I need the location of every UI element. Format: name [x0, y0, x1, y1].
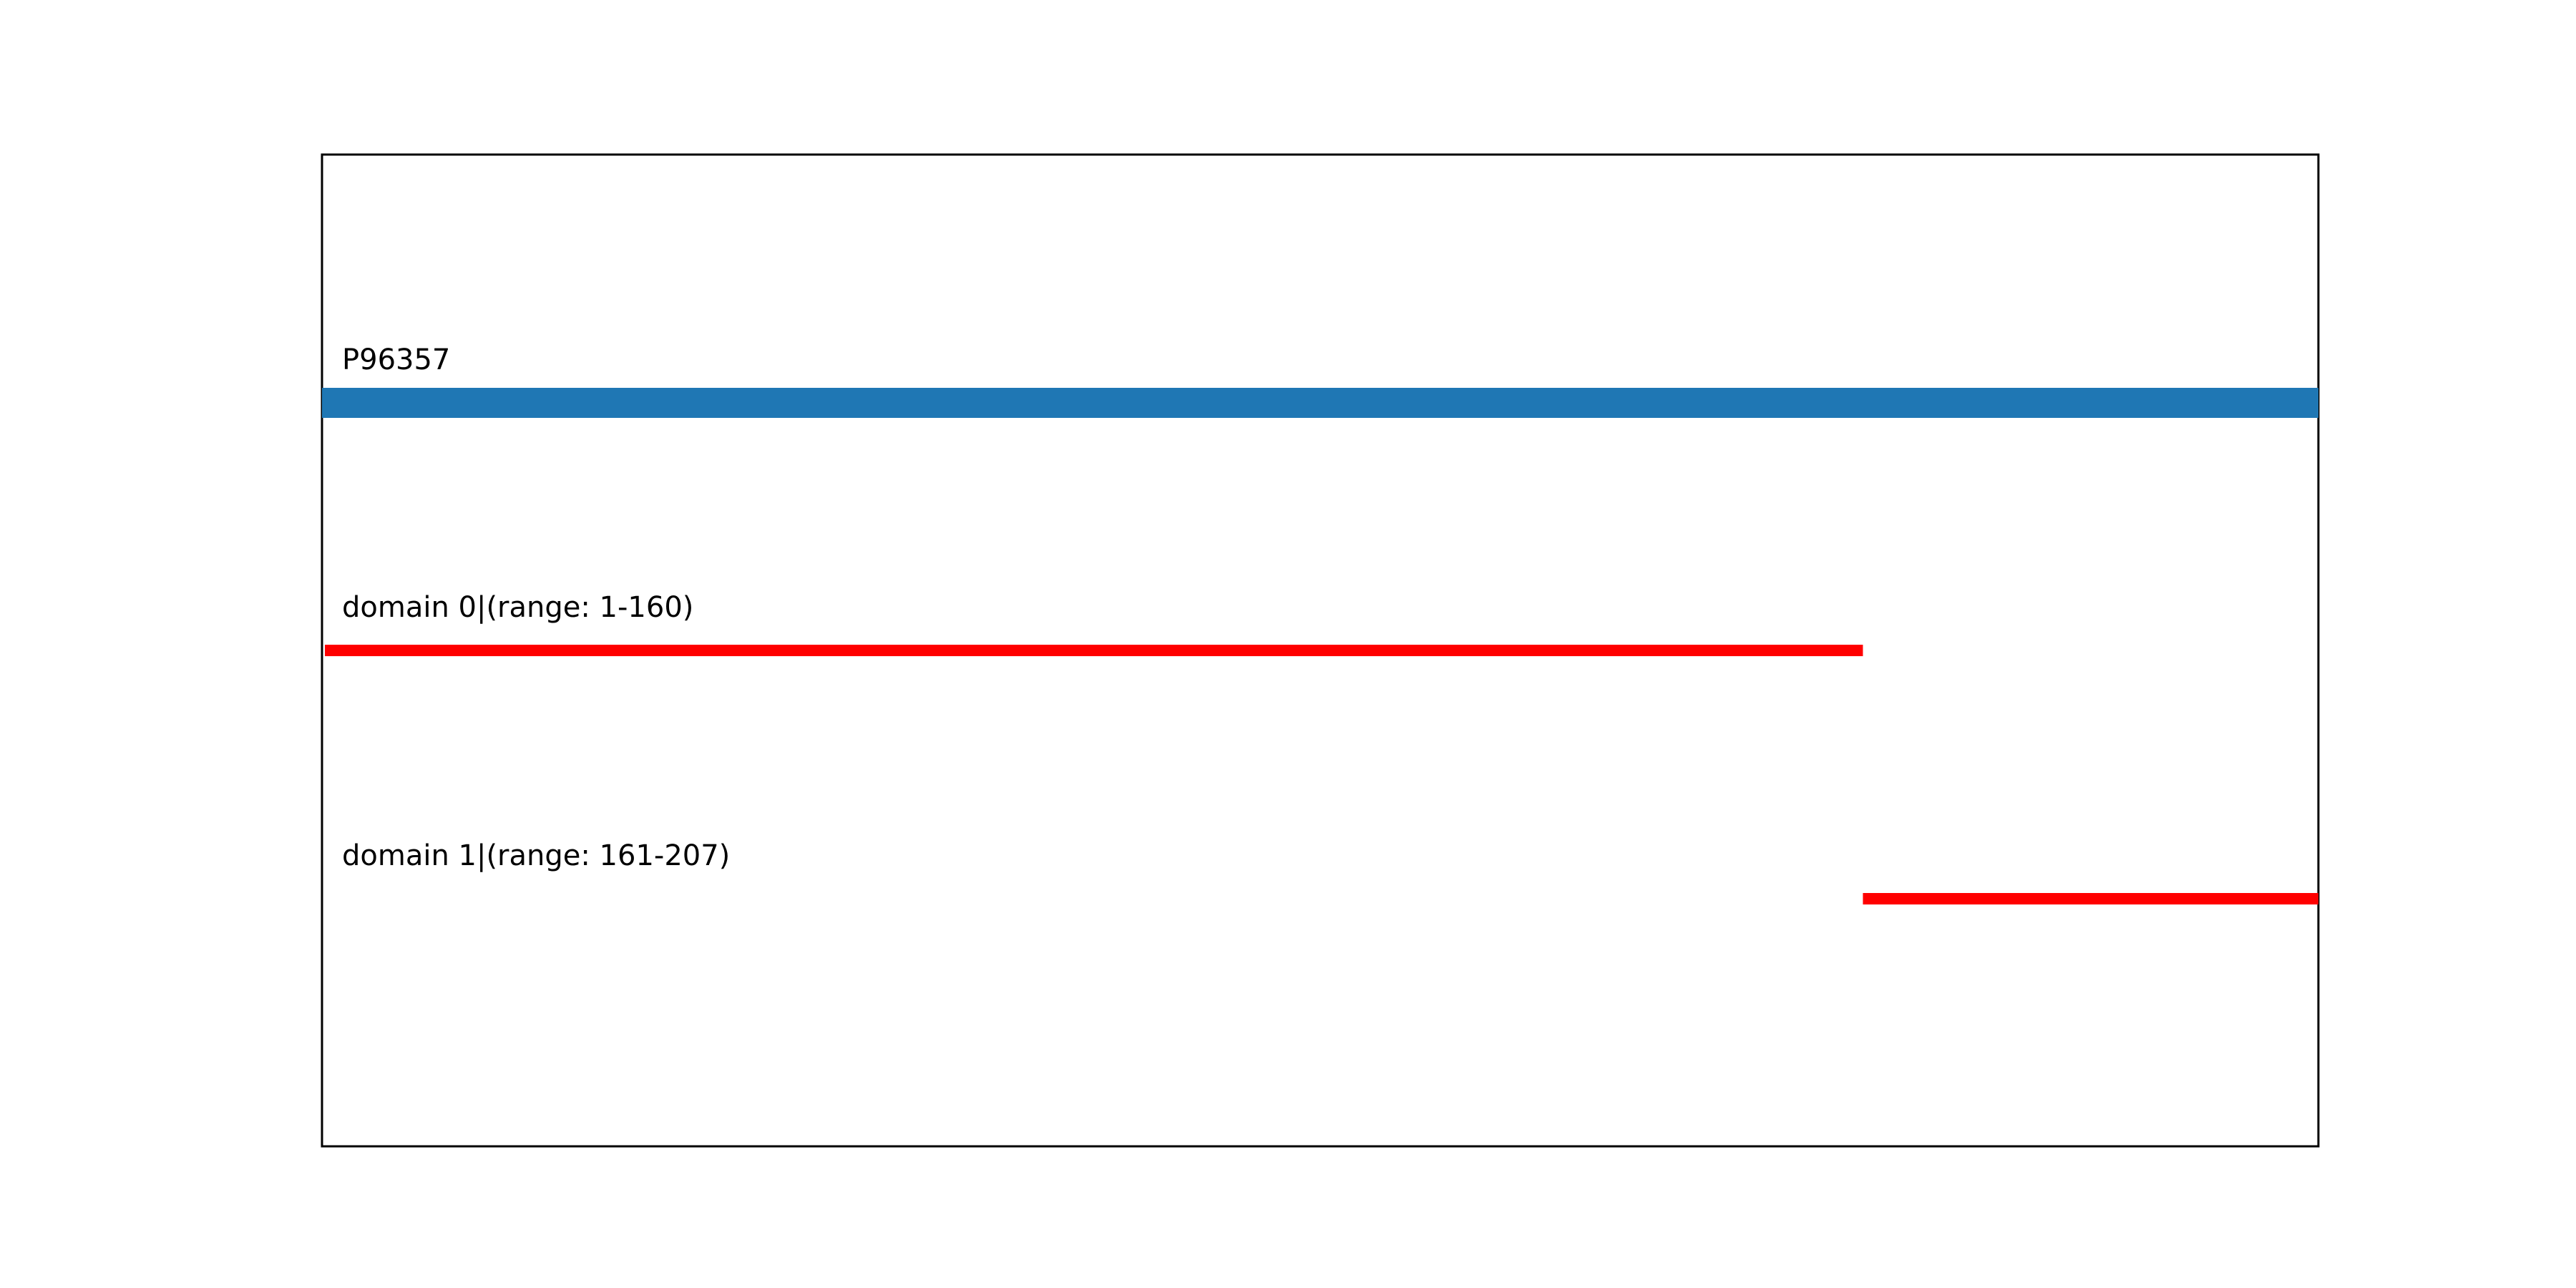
domain-label: domain 0|(range: 1-160) — [342, 591, 693, 624]
domain-bar — [1863, 893, 2318, 904]
protein-label: P96357 — [342, 343, 450, 376]
axes-frame — [321, 153, 2320, 1148]
domain-bar — [325, 645, 1863, 656]
protein-bar — [322, 388, 2318, 418]
domain-label: domain 1|(range: 161-207) — [342, 839, 730, 872]
